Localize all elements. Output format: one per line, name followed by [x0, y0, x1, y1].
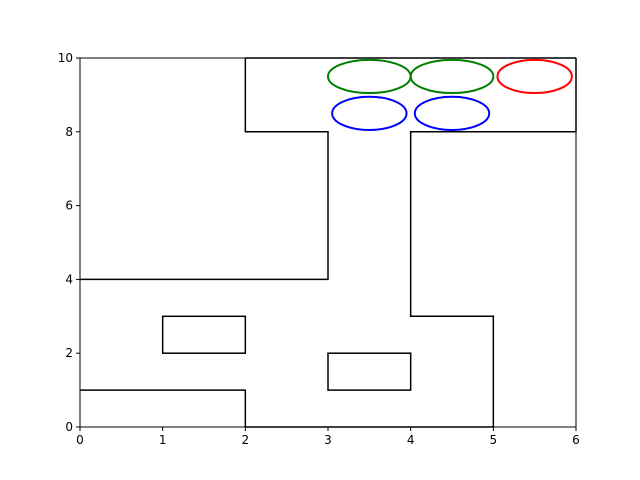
obstacle-left — [161, 315, 247, 354]
x-tick-label: 0 — [76, 433, 84, 447]
blue-ellipse-2 — [413, 95, 491, 131]
y-tick-label: 10 — [58, 51, 73, 65]
ellipses-layer — [327, 58, 573, 131]
x-axis: 0 1 2 3 4 5 6 — [76, 427, 580, 447]
x-tick-label: 2 — [242, 433, 250, 447]
x-tick-label: 3 — [324, 433, 332, 447]
y-tick-label: 0 — [65, 420, 73, 434]
wall-top-right-notch — [80, 58, 577, 428]
y-tick-label: 4 — [65, 272, 73, 286]
y-axis: 0 2 4 6 8 10 — [58, 51, 80, 434]
y-tick-label: 2 — [65, 346, 73, 360]
x-tick-label: 6 — [572, 433, 580, 447]
red-ellipse — [496, 58, 573, 95]
x-tick-label: 1 — [159, 433, 167, 447]
y-tick-label: 6 — [65, 199, 73, 213]
green-ellipse-2 — [409, 58, 495, 95]
x-tick-label: 4 — [407, 433, 415, 447]
obstacle-center — [327, 352, 412, 391]
wall-top-left-notch — [80, 58, 329, 281]
y-tick-label: 8 — [65, 125, 73, 139]
x-tick-label: 5 — [490, 433, 498, 447]
obstacles-layer — [161, 315, 412, 391]
blue-ellipse-1 — [331, 95, 408, 131]
